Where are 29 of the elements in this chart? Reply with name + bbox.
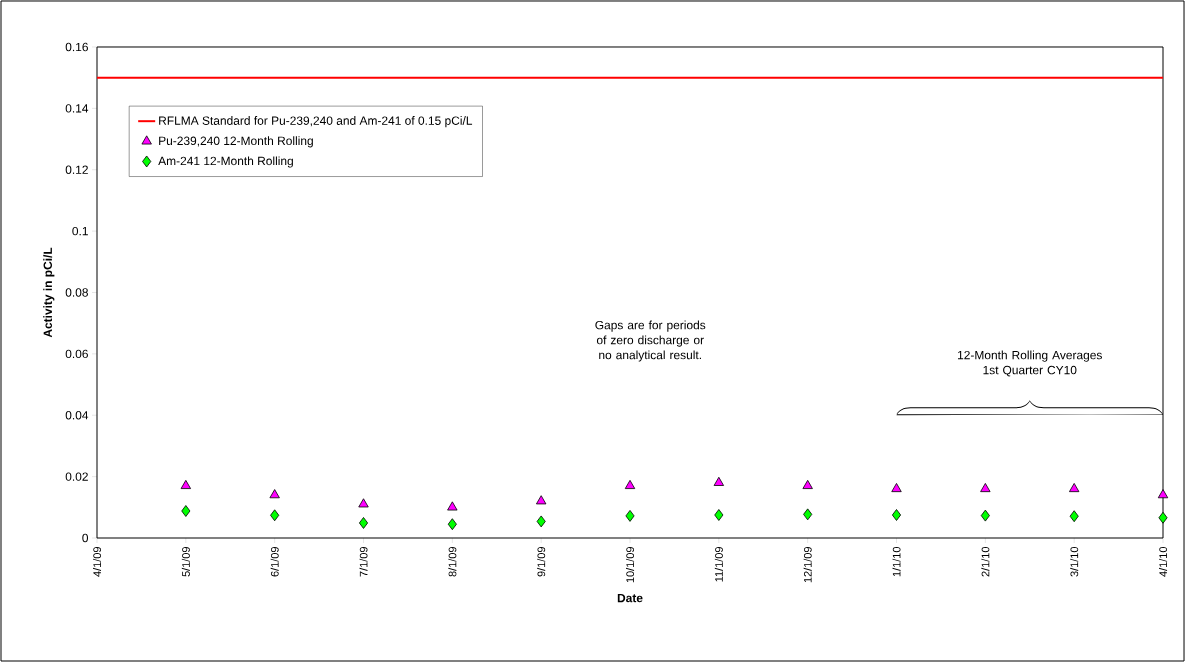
x-tick-label: 6/1/09 [270,547,279,577]
y-tick-label: 0.04 [65,411,89,420]
x-axis-title: Date [617,593,643,603]
y-tick-label: 0.06 [65,349,88,359]
y-tick-label: 0.16 [65,42,88,52]
y-tick-label: 0.12 [65,165,88,174]
annotation: Gaps are for periods of zero discharge or no analytical result. [595,320,706,362]
annotation: 12-Month Rolling Averages 1st Quarter CY10 [958,350,1102,377]
y-tick-label: 0.02 [65,472,88,481]
legend-label: RFLMA Standard for Pu-239,240 and Am-241 of 0.15 pCi/L [159,116,473,128]
x-tick-label: 5/1/09 [181,547,190,577]
y-tick-label: 0.14 [65,104,89,113]
x-tick-label: 11/1/09 [714,547,723,582]
y-tick-label: 0.1 [72,226,88,236]
x-tick-label: 3/1/10 [1070,546,1079,577]
x-tick-label: 2/1/10 [981,546,990,577]
y-tick-label: 0 [82,533,89,543]
y-tick-label: 0.08 [65,288,88,297]
x-tick-label: 1/1/10 [892,546,901,577]
y-axis-title: Activity in pCi/L [43,247,55,338]
x-tick-label: 4/1/10 [1158,546,1168,577]
x-tick-label: 9/1/09 [537,547,546,577]
legend-label: Am-241 12-Month Rolling [158,156,293,168]
x-tick-label: 8/1/09 [448,547,457,577]
x-tick-label: 7/1/09 [359,547,368,577]
x-tick-label: 10/1/09 [625,547,635,583]
legend-label: Pu-239,240 12-Month Rolling [159,136,313,148]
x-tick-label: 4/1/09 [92,547,102,577]
x-tick-label: 12/1/09 [803,547,812,583]
